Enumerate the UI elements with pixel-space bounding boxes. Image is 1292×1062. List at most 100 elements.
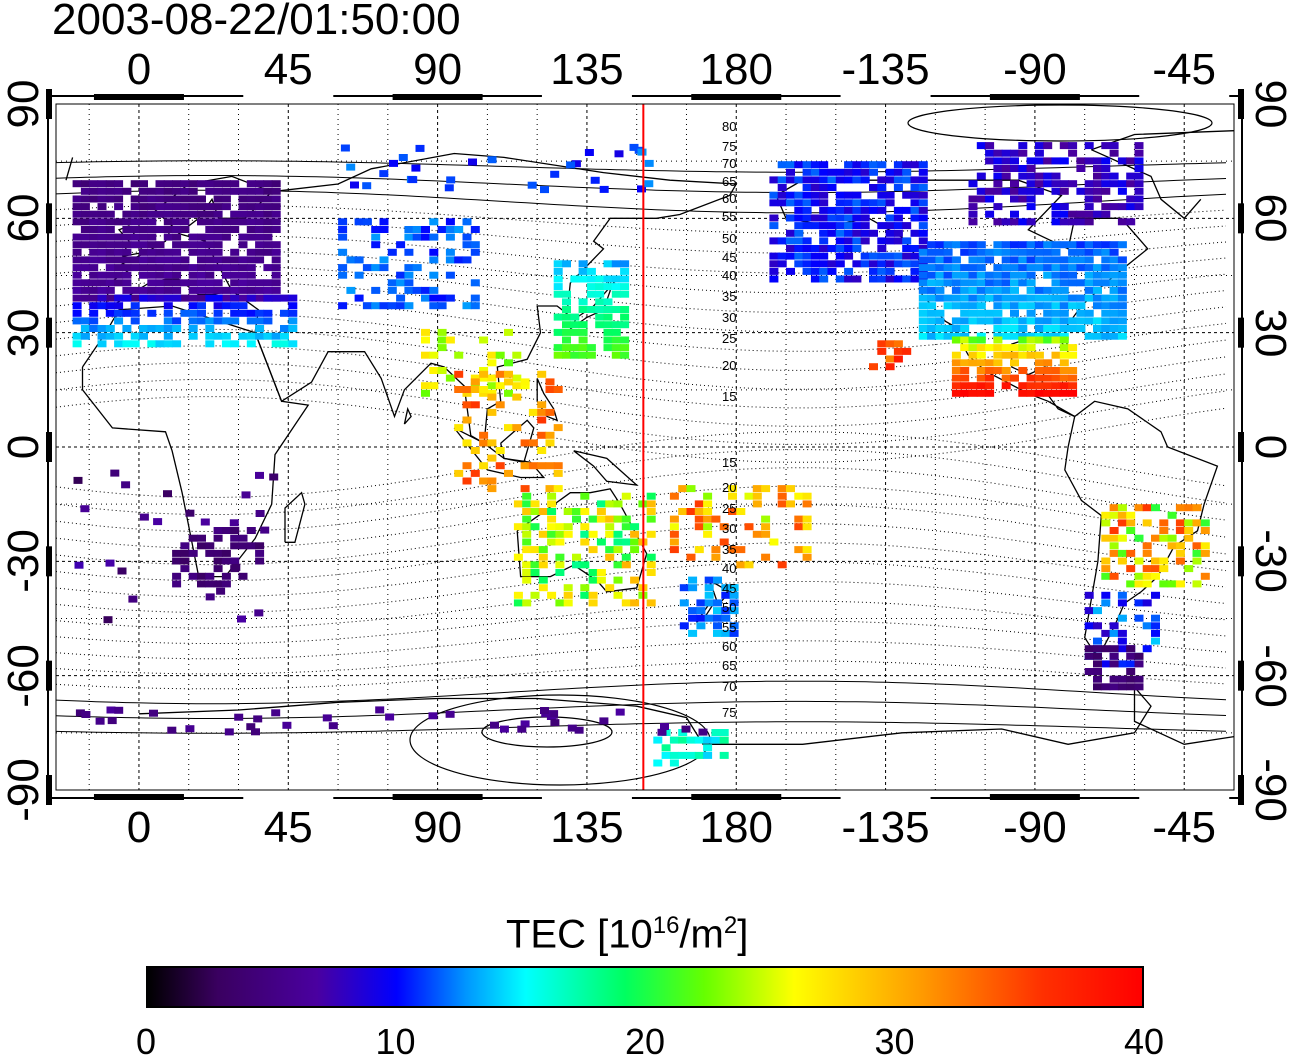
tec-cell	[688, 629, 698, 637]
tec-cell	[479, 336, 489, 344]
tec-cell	[1051, 203, 1061, 211]
tec-cell	[704, 591, 714, 599]
tec-cell	[976, 142, 986, 150]
tec-cell	[869, 168, 878, 176]
tec-cell	[338, 248, 348, 256]
tec-cell	[968, 344, 978, 352]
tec-cell	[960, 317, 970, 325]
tec-cell	[130, 233, 140, 241]
tec-cell	[860, 229, 870, 237]
contour-label: 35	[722, 289, 736, 304]
tec-cell	[487, 454, 497, 462]
contour-label: 55	[722, 620, 736, 635]
tec-cell	[130, 264, 140, 272]
tec-cell	[1101, 210, 1111, 218]
tec-cell	[1109, 286, 1119, 294]
tec-cell	[1010, 359, 1019, 367]
tec-cell	[288, 294, 298, 302]
tec-cell	[547, 538, 557, 546]
tec-cell	[114, 271, 124, 279]
tec-cell	[620, 351, 630, 359]
tec-cell	[437, 302, 447, 310]
tec-cell	[1093, 302, 1102, 310]
tec-cell	[139, 264, 148, 272]
tec-cell	[877, 245, 887, 252]
left-latitude-tick: -90	[0, 758, 48, 822]
tec-cell	[238, 195, 248, 203]
tec-cell	[1142, 519, 1152, 527]
tec-cell	[230, 309, 240, 317]
tec-cell	[951, 336, 961, 344]
tec-cell	[613, 561, 623, 569]
tec-cell	[985, 271, 995, 279]
tec-cell	[827, 260, 837, 268]
tec-cell	[621, 515, 631, 523]
tec-cell	[271, 180, 281, 188]
tec-cell	[621, 492, 631, 500]
tec-cell	[613, 500, 623, 508]
tec-cell	[752, 485, 762, 493]
tec-cell	[1051, 218, 1061, 226]
tec-cell	[810, 222, 820, 230]
tec-cell	[578, 351, 588, 359]
tec-cell	[75, 709, 85, 717]
tec-cell	[255, 195, 265, 203]
tec-cell	[1026, 180, 1036, 188]
tec-cell	[567, 724, 577, 732]
tec-cell	[686, 736, 696, 744]
tec-cell	[197, 233, 206, 241]
frame-tick-bar	[93, 794, 184, 800]
tec-cell	[246, 332, 256, 340]
tec-cell	[802, 267, 812, 275]
tec-cell	[1076, 279, 1086, 287]
tec-cell	[89, 226, 99, 233]
tec-cell	[1068, 264, 1078, 272]
tec-cell	[172, 248, 182, 256]
australia-coastline	[516, 488, 648, 593]
tec-cell	[802, 553, 812, 561]
tec-cell	[993, 302, 1003, 310]
tec-cell	[1117, 302, 1127, 310]
tec-cell	[578, 344, 588, 352]
tec-cell	[1001, 351, 1011, 359]
tec-cell	[246, 218, 256, 226]
tec-cell	[844, 229, 854, 237]
tec-cell	[1126, 668, 1136, 675]
tec-cell	[968, 271, 978, 279]
tec-cell	[1117, 187, 1127, 195]
tec-cell	[1051, 317, 1061, 325]
tec-cell	[777, 237, 787, 245]
tec-cell	[1043, 157, 1053, 165]
tec-cell	[1043, 172, 1053, 180]
tec-cell	[114, 203, 124, 211]
tec-cell	[794, 252, 804, 260]
tec-cell	[885, 275, 895, 283]
bottom-longitude-tick: 90	[413, 803, 463, 852]
tec-cell	[902, 168, 912, 176]
tec-cell	[167, 726, 177, 734]
tec-cell	[72, 340, 82, 348]
tec-cell	[1018, 149, 1028, 157]
tec-cell	[1109, 241, 1119, 249]
tec-cell	[540, 707, 549, 714]
tec-cell	[213, 332, 223, 340]
tec-cell	[835, 199, 845, 207]
tec-cell	[122, 241, 132, 249]
tec-cell	[251, 728, 260, 736]
tec-cell	[976, 382, 986, 390]
tec-cell	[844, 176, 854, 184]
tec-cell	[280, 309, 289, 317]
tec-cell	[910, 176, 920, 184]
tec-cell	[835, 176, 845, 184]
tec-cell	[197, 302, 206, 310]
tec-cell	[1109, 622, 1119, 630]
tec-cell	[80, 264, 90, 272]
tec-cell	[860, 237, 870, 245]
tec-cell	[769, 191, 779, 199]
tec-cell	[522, 561, 532, 569]
tec-cell	[1134, 157, 1144, 165]
tec-cell	[213, 279, 223, 287]
tec-cell	[578, 267, 588, 275]
tec-cell	[1018, 187, 1028, 195]
contour-label: 50	[722, 600, 736, 615]
